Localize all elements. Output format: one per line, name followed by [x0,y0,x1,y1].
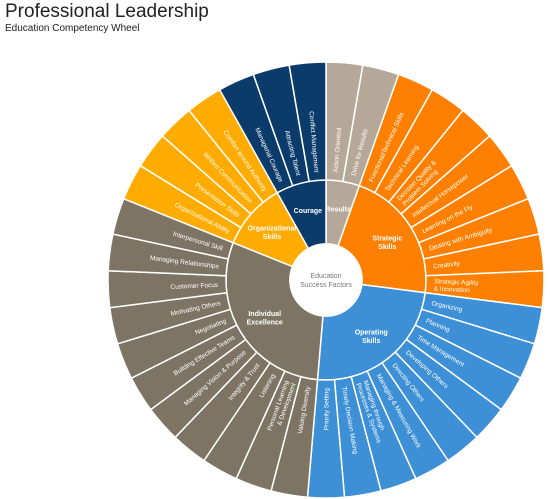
competency-label-action-oriented: Action Oriented [332,127,343,173]
center-label: Education Success Factors [300,273,352,289]
page-subtitle: Education Competency Wheel [5,23,140,34]
competency-label-customer-focus: Customer Focus [170,282,219,291]
category-label-operating-skills: Operating Skills [355,329,388,345]
page-title: Professional Leadership [5,1,209,22]
category-label-results: Results [326,207,351,214]
competency-label-strategic-agility-and-innovation: Strategic Agility& Innovation [434,278,480,294]
category-label-strategic-skills: Strategic Skills [372,235,402,251]
competency-slice-conflict-management [288,61,327,183]
center-hub [289,243,363,317]
wheel-slices [107,61,545,499]
competency-label-priority-setting: Priority Setting [323,388,330,431]
category-label-organizational-skills: Organizational Skills [248,226,297,242]
category-label-courage: Courage [294,208,323,215]
competency-label-creativity: Creativity [433,260,462,270]
category-label-individual-excellence: Individual Excellence [247,311,283,327]
